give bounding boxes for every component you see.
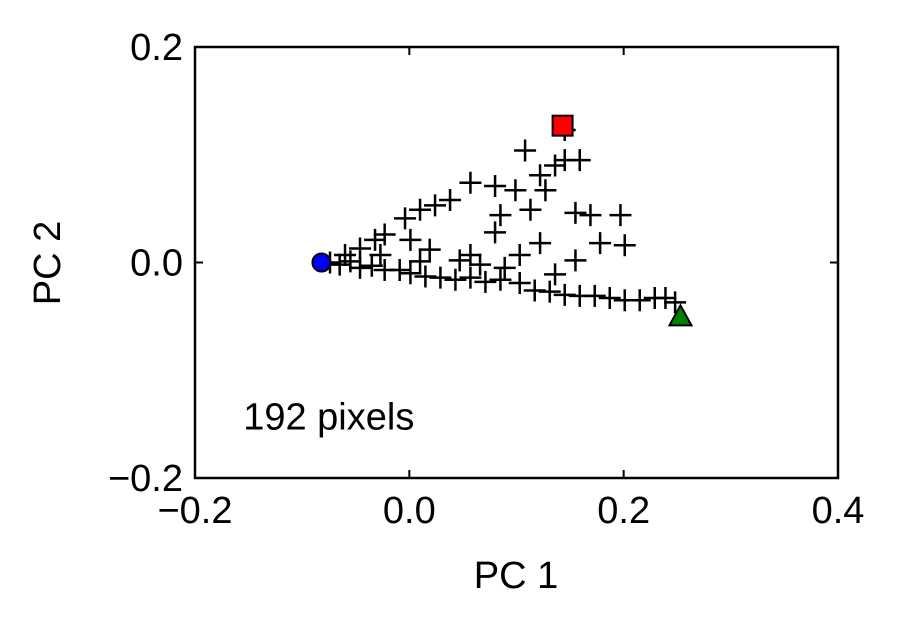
y-tick-label: −0.2 xyxy=(108,458,183,500)
point xyxy=(508,271,531,294)
point xyxy=(508,243,531,266)
point xyxy=(544,154,567,177)
point xyxy=(364,228,387,251)
point xyxy=(459,266,482,289)
point xyxy=(519,198,542,221)
point xyxy=(583,284,606,307)
point xyxy=(493,256,516,279)
point xyxy=(667,303,694,327)
point xyxy=(589,232,612,255)
point xyxy=(484,174,507,197)
point xyxy=(664,291,687,314)
x-axis-label: PC 1 xyxy=(474,555,558,597)
point xyxy=(369,243,392,266)
point xyxy=(394,207,417,230)
point xyxy=(459,243,482,266)
y-tick-label: 0.0 xyxy=(130,243,183,285)
point xyxy=(424,194,447,217)
point xyxy=(439,189,462,212)
point xyxy=(474,270,497,293)
point xyxy=(418,238,441,261)
x-tick-label: 0.2 xyxy=(597,490,650,532)
point xyxy=(613,234,636,257)
x-tick-label: 0.0 xyxy=(383,490,436,532)
point xyxy=(564,249,587,272)
point xyxy=(399,228,422,251)
point xyxy=(459,171,482,194)
point xyxy=(529,232,552,255)
point xyxy=(529,164,552,187)
point xyxy=(334,243,357,266)
annotation: 192 pixels xyxy=(243,397,414,439)
point xyxy=(349,237,372,260)
point xyxy=(551,114,574,137)
point xyxy=(399,262,422,285)
point xyxy=(349,256,372,279)
point xyxy=(328,253,351,276)
point xyxy=(534,179,557,202)
point xyxy=(568,149,591,172)
point xyxy=(538,280,561,303)
point xyxy=(484,221,507,244)
point xyxy=(489,204,512,227)
point xyxy=(409,198,432,221)
point xyxy=(311,252,332,273)
point xyxy=(579,204,602,227)
point xyxy=(444,268,467,291)
y-axis-label: PC 2 xyxy=(27,221,69,305)
x-tick-label: 0.4 xyxy=(812,490,865,532)
point xyxy=(514,139,537,162)
point xyxy=(544,263,567,286)
y-tick-label: 0.2 xyxy=(130,27,183,69)
point xyxy=(654,287,677,310)
point xyxy=(504,179,527,202)
x-tick-label: −0.2 xyxy=(157,490,232,532)
point xyxy=(628,289,651,312)
point xyxy=(373,223,396,246)
point xyxy=(469,253,492,276)
plot-frame xyxy=(193,45,840,480)
point xyxy=(598,287,621,310)
point xyxy=(429,266,452,289)
point xyxy=(564,201,587,224)
point xyxy=(489,268,512,291)
point xyxy=(388,259,411,282)
point xyxy=(448,249,471,272)
point xyxy=(609,204,632,227)
point xyxy=(409,250,432,273)
